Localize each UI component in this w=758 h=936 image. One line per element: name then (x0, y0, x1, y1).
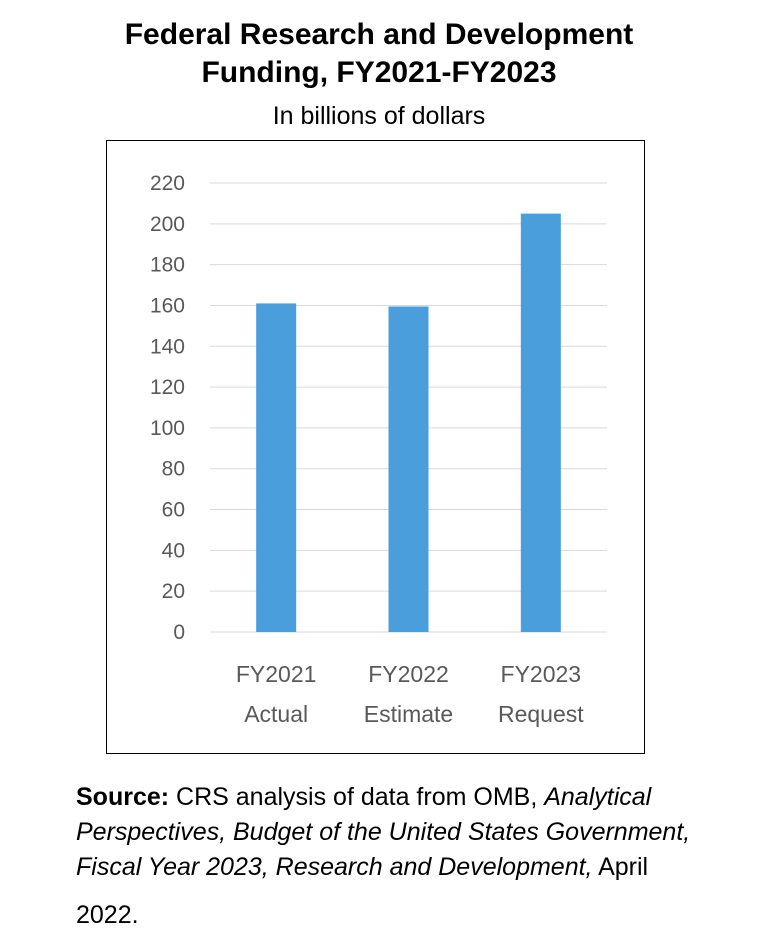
y-tick-label: 120 (150, 376, 185, 399)
source-label: Source: (76, 783, 170, 811)
x-tick-label: Request (498, 701, 584, 727)
chart-title-line-2: Funding, FY2021-FY2023 (201, 56, 557, 89)
y-tick-label: 0 (173, 621, 185, 644)
x-tick-label: FY2023 (501, 661, 582, 687)
y-tick-label: 200 (150, 213, 185, 236)
y-tick-label: 40 (162, 539, 185, 562)
x-tick-label: FY2022 (368, 661, 449, 687)
x-tick-label: Actual (244, 701, 308, 727)
x-tick-label: FY2021 (236, 661, 317, 687)
y-tick-label: 220 (150, 172, 185, 195)
source-note: Source: CRS analysis of data from OMB, A… (76, 780, 746, 885)
source-publication: Analytical Perspectives, Budget of the U… (76, 783, 691, 881)
y-tick-label: 60 (162, 499, 185, 522)
chart-subtitle: In billions of dollars (272, 102, 486, 130)
x-tick-label: Estimate (364, 701, 453, 727)
source-date: 2022. (76, 901, 139, 929)
y-tick-label: 80 (162, 458, 185, 481)
y-tick-label: 180 (150, 254, 185, 277)
bar (520, 213, 561, 632)
source-text-after: April (592, 853, 649, 881)
y-tick-label: 20 (162, 580, 185, 603)
chart-title-line-1: Federal Research and Development (124, 18, 634, 51)
y-tick-label: 140 (150, 335, 185, 358)
y-tick-label: 100 (150, 417, 185, 440)
source-text: CRS analysis of data from OMB, (169, 783, 545, 811)
chart-frame: 0 20 40 60 80 100 120 140 160 180 200 220 FY2021 Actu… (106, 140, 645, 754)
chart-title: Federal Research and Development Funding… (0, 16, 758, 92)
bar (256, 303, 297, 632)
y-tick-label: 160 (150, 294, 185, 317)
bar (388, 306, 429, 632)
bar-chart: 0 20 40 60 80 100 120 140 160 180 200 220 FY2021 Actu… (150, 172, 607, 727)
